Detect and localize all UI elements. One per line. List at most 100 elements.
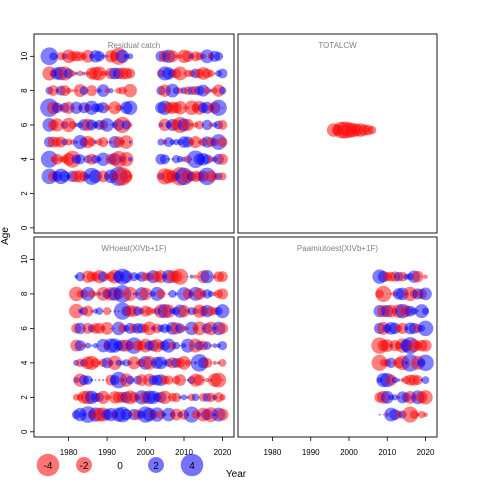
residual-bubble <box>184 359 191 366</box>
residual-bubble <box>125 68 136 79</box>
x-tick-label: 2000 <box>137 448 155 457</box>
y-tick-label: 0 <box>20 225 29 230</box>
residual-bubble <box>420 275 423 278</box>
residual-bubble <box>127 122 133 128</box>
residual-bubble <box>210 362 212 364</box>
residual-bubble <box>148 293 151 295</box>
residual-bubble <box>168 289 177 298</box>
residual-bubble <box>397 378 401 382</box>
residual-bubble <box>94 379 97 381</box>
bubbles <box>371 269 434 423</box>
residual-bubble <box>159 154 170 165</box>
residual-bubble <box>74 340 86 352</box>
residual-bubble <box>115 104 122 112</box>
residual-bubble <box>86 85 98 97</box>
residual-bubble <box>90 309 94 313</box>
residual-bubble <box>189 122 194 127</box>
residual-bubble <box>419 339 432 352</box>
residual-bubble <box>68 120 77 129</box>
residual-bubble <box>119 152 134 167</box>
residual-bubble <box>423 274 428 279</box>
residual-bubble <box>179 344 181 347</box>
residual-bubble <box>95 307 104 315</box>
residual-bubble <box>216 153 228 165</box>
residual-bubble <box>412 375 423 386</box>
residual-bubble <box>82 305 94 317</box>
residual-bubble <box>81 343 87 348</box>
residual-bubble <box>101 54 106 59</box>
residual-bubble <box>202 341 212 350</box>
residual-bubble <box>171 392 182 403</box>
panel-2: TOTALCW <box>237 33 438 234</box>
y-tick-label: 6 <box>20 326 29 331</box>
residual-bubble <box>94 89 97 92</box>
residual-bubble <box>154 356 168 370</box>
residual-bubble <box>127 53 134 60</box>
y-tick-label: 0 <box>20 429 29 434</box>
residual-bubble <box>172 268 189 285</box>
residual-bubble <box>380 390 394 404</box>
residual-bubble <box>70 101 83 114</box>
panel-frame <box>33 236 235 438</box>
residual-bubble <box>167 157 170 161</box>
residual-bubble <box>110 124 112 126</box>
x-axis-title: Year <box>226 469 247 480</box>
residual-bubble <box>217 341 228 351</box>
residual-bubble <box>217 120 228 130</box>
residual-bubble <box>69 70 76 77</box>
residual-bubble <box>421 307 430 315</box>
residual-bubble <box>201 119 213 131</box>
y-tick-label: 2 <box>20 395 29 400</box>
residual-bubble <box>163 292 166 295</box>
residual-bubble <box>173 100 187 115</box>
legend: -4 -2 0 2 4 <box>36 453 204 477</box>
residual-bubble <box>193 374 205 386</box>
residual-bubble <box>214 51 224 61</box>
residual-bubble <box>391 376 399 384</box>
residual-bubble <box>65 138 73 146</box>
legend-bubble <box>36 453 60 477</box>
residual-bubble <box>203 87 211 95</box>
y-tick-label: 4 <box>20 360 29 365</box>
legend-label: 2 <box>153 461 159 472</box>
residual-bubble <box>173 66 188 81</box>
residual-bubble <box>182 50 194 63</box>
residual-bubble <box>417 410 426 419</box>
bubbles <box>326 121 377 139</box>
residual-bubble <box>69 286 84 302</box>
residual-bubble <box>208 122 214 128</box>
residual-bubble <box>423 412 428 417</box>
residual-bubble <box>92 66 107 81</box>
residual-bubble <box>104 88 110 94</box>
residual-bubble <box>385 357 397 369</box>
residual-bubble <box>218 172 227 181</box>
residual-bubble <box>127 156 133 162</box>
residual-bubble <box>419 287 432 301</box>
residual-bubble <box>108 88 114 94</box>
residual-bubble <box>201 357 213 369</box>
residual-bubble <box>207 69 215 77</box>
residual-bubble <box>213 72 216 75</box>
residual-bubble <box>216 288 229 300</box>
residual-bubble <box>367 125 377 135</box>
residual-bubble <box>132 292 136 296</box>
residual-bubble <box>178 395 182 399</box>
residual-bubble <box>87 137 97 147</box>
x-tick-label: 1980 <box>60 448 78 457</box>
x-tick-label: 2000 <box>340 448 358 457</box>
residual-bubble <box>103 307 112 316</box>
residual-bubble <box>212 343 218 349</box>
panel-frame <box>237 33 438 234</box>
panel-title: Residual catch <box>108 41 160 50</box>
panels-layer: Residual catch 0 2 4 6 8 10 TOTALCW WHoest(XIVb+… <box>20 33 438 457</box>
residual-bubble <box>217 68 228 79</box>
panel-title: Paamiutoest(XIVb+1F) <box>297 244 378 253</box>
residual-bubble <box>83 375 93 385</box>
y-tick-label: 8 <box>20 88 29 93</box>
residual-bubble <box>97 271 109 282</box>
panel-3: WHoest(XIVb+1F) 0 2 4 6 8 10 1980 1990 2000 2010 20… <box>20 236 235 457</box>
residual-bubble <box>100 70 106 76</box>
residual-bubble <box>115 359 122 366</box>
y-tick-label: 2 <box>20 191 29 196</box>
